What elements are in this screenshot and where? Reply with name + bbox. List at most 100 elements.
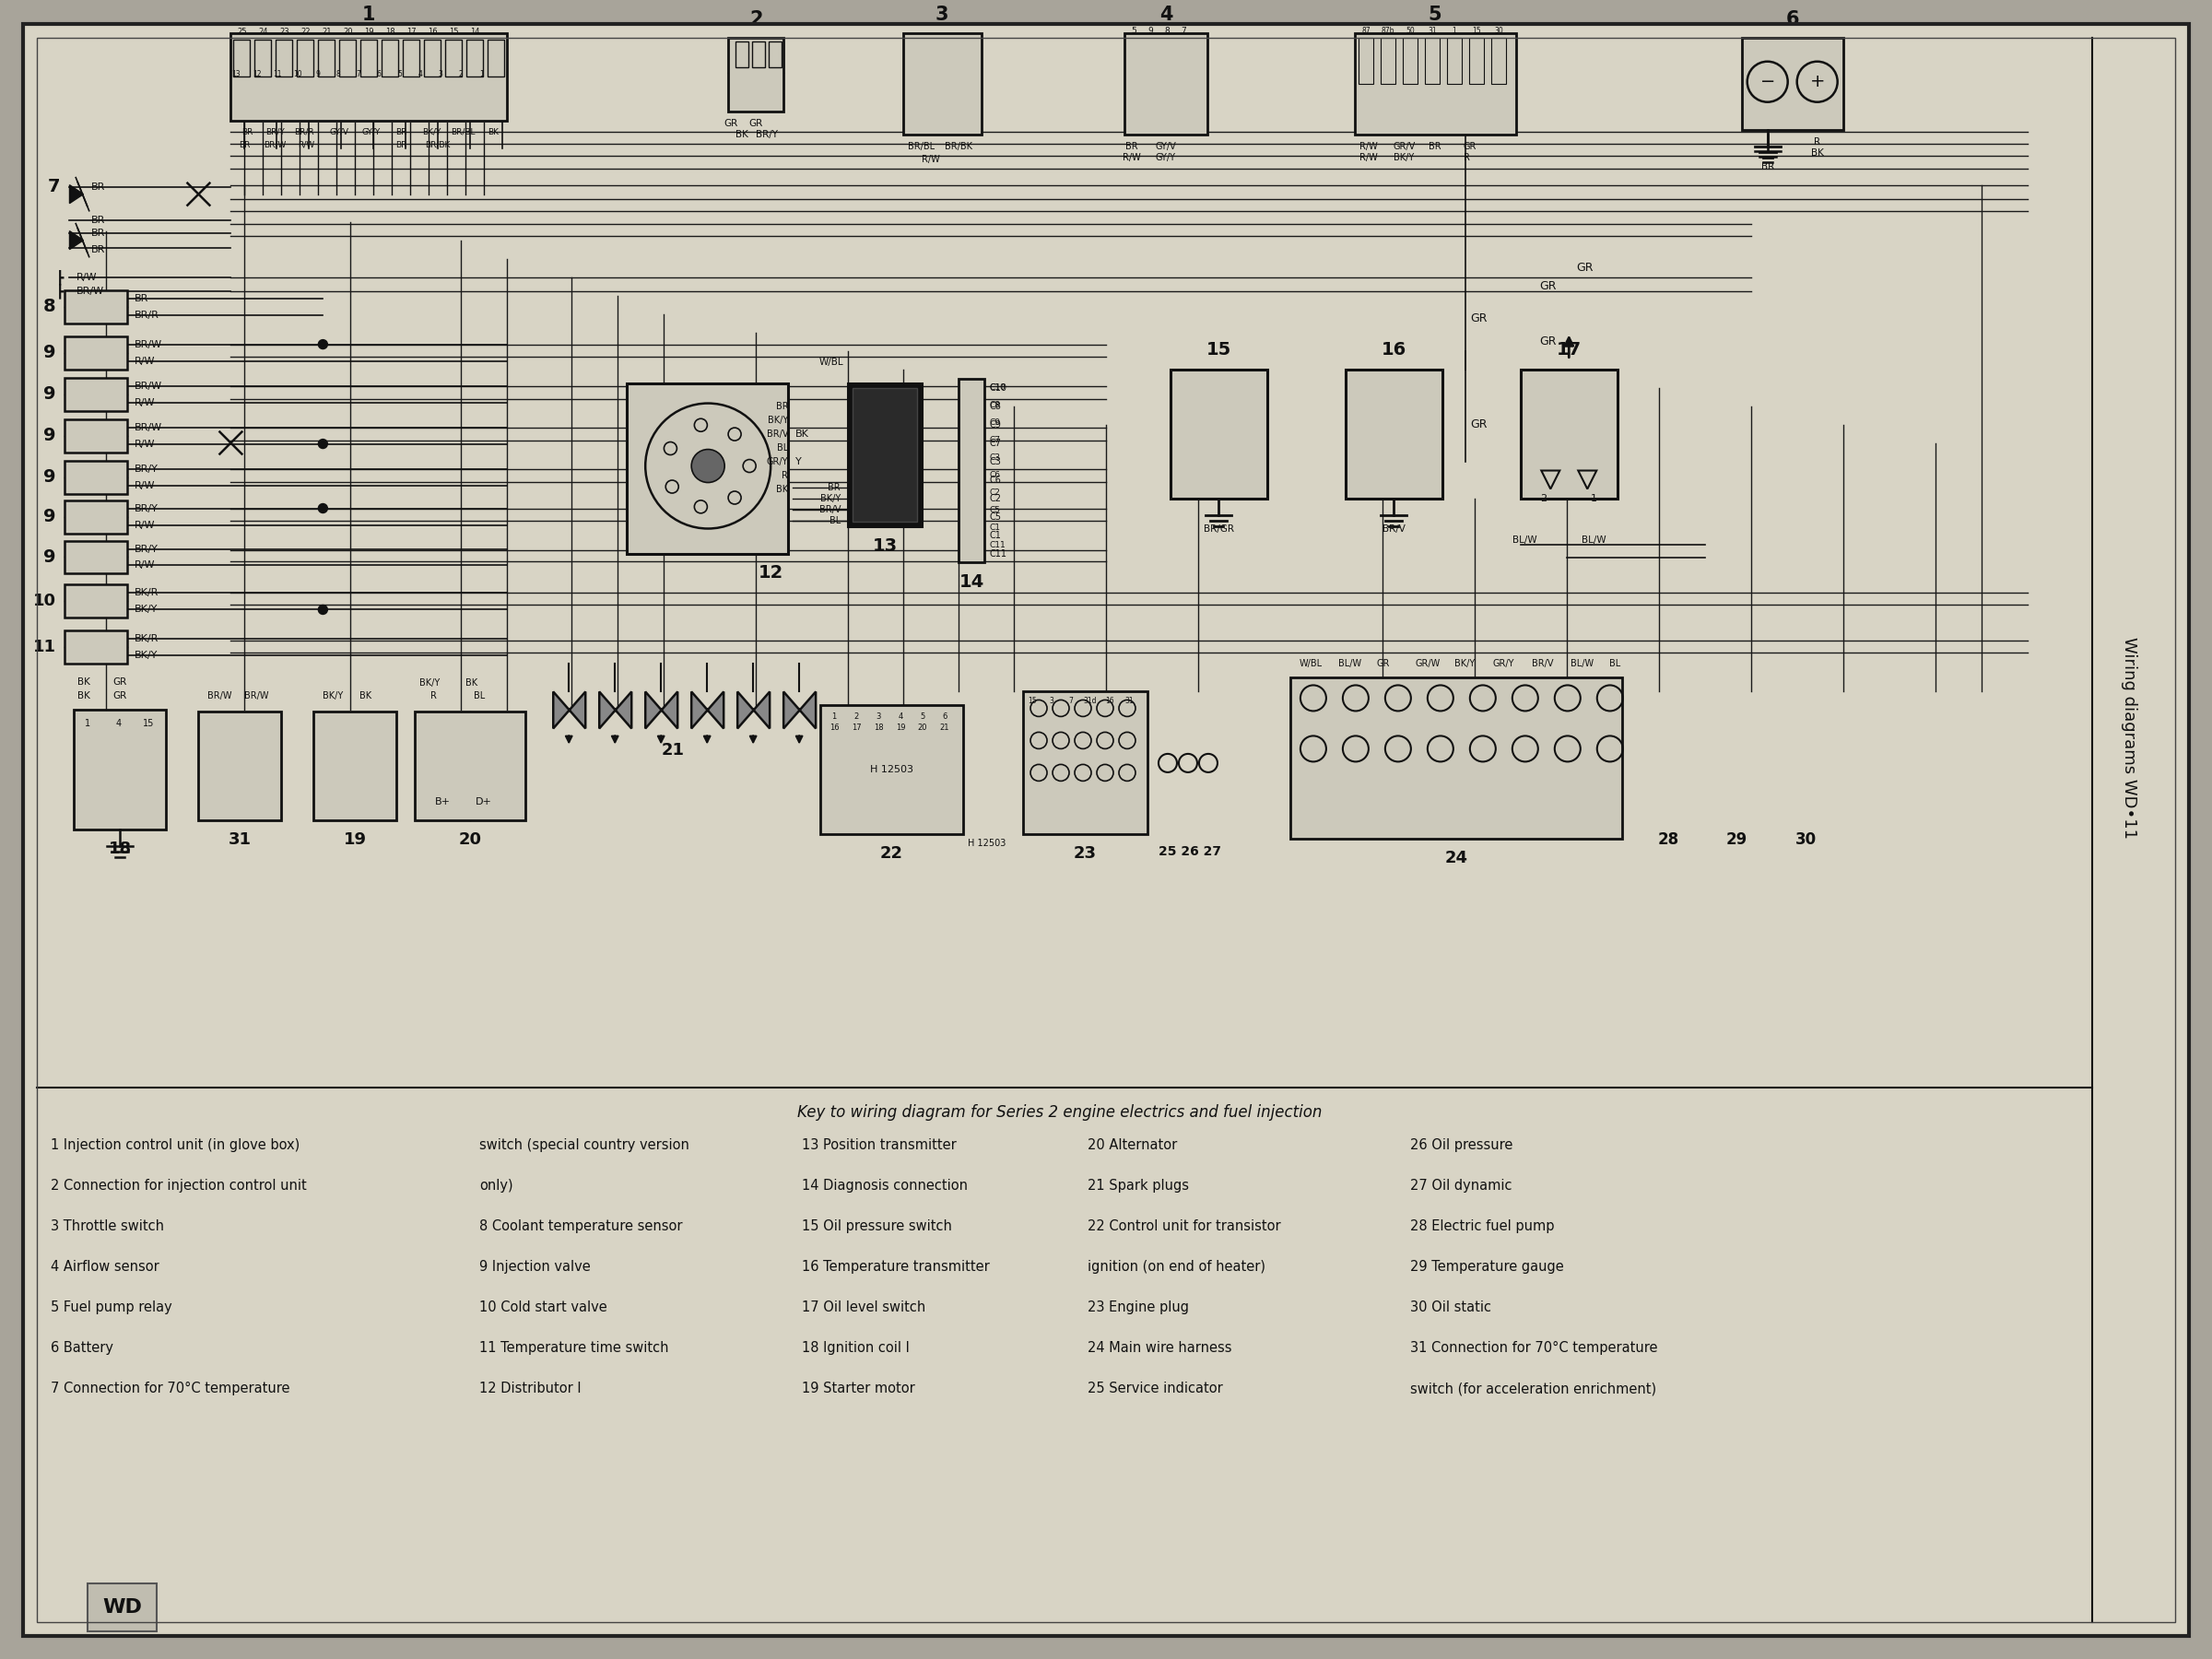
Text: 24: 24 xyxy=(259,28,268,36)
Text: BR: BR xyxy=(776,401,787,411)
Text: 1: 1 xyxy=(1451,27,1455,35)
Polygon shape xyxy=(646,692,677,728)
Text: 4: 4 xyxy=(115,720,122,728)
Text: 18: 18 xyxy=(385,28,396,36)
Text: 19: 19 xyxy=(343,831,367,848)
Text: 31: 31 xyxy=(1427,27,1436,35)
Text: BR: BR xyxy=(239,141,250,149)
Text: BL: BL xyxy=(1608,659,1621,669)
Text: C9: C9 xyxy=(989,418,1000,426)
Text: 8: 8 xyxy=(1164,27,1170,35)
Text: BR/W: BR/W xyxy=(135,382,161,390)
Text: BK: BK xyxy=(77,692,91,700)
Text: BR: BR xyxy=(91,216,104,224)
Text: BR: BR xyxy=(135,294,148,304)
Text: BR: BR xyxy=(91,229,104,237)
Text: 31 Connection for 70°C temperature: 31 Connection for 70°C temperature xyxy=(1409,1340,1657,1355)
Text: BR/W: BR/W xyxy=(263,141,285,149)
Bar xyxy=(752,41,765,66)
Text: 15: 15 xyxy=(144,720,155,728)
Text: 7: 7 xyxy=(49,178,60,196)
Text: 13: 13 xyxy=(872,538,898,554)
Text: C2: C2 xyxy=(989,488,1000,496)
Text: 19 Starter motor: 19 Starter motor xyxy=(803,1382,916,1395)
Bar xyxy=(445,40,462,76)
Text: BR: BR xyxy=(1429,141,1440,151)
Text: W/BL: W/BL xyxy=(1298,659,1323,669)
Text: 15: 15 xyxy=(1029,697,1037,705)
Text: 16 Temperature transmitter: 16 Temperature transmitter xyxy=(803,1261,989,1274)
Text: BR/BL: BR/BL xyxy=(451,128,476,136)
Text: BK/Y: BK/Y xyxy=(420,679,440,688)
Text: R/W: R/W xyxy=(135,561,155,571)
Text: W/BL: W/BL xyxy=(818,357,843,367)
Text: 10 Cold start valve: 10 Cold start valve xyxy=(480,1301,608,1314)
Text: BK: BK xyxy=(77,679,91,687)
Text: BL/W: BL/W xyxy=(1338,659,1360,669)
Text: D+: D+ xyxy=(476,798,493,806)
Text: 20: 20 xyxy=(458,831,482,848)
Text: 1: 1 xyxy=(84,720,91,728)
Text: +: + xyxy=(1809,73,1825,91)
Bar xyxy=(1290,679,1621,839)
Text: 18: 18 xyxy=(874,723,883,732)
Text: BR: BR xyxy=(91,182,104,191)
Text: 21: 21 xyxy=(321,28,332,36)
Text: C6: C6 xyxy=(989,474,1000,484)
Text: BR/V: BR/V xyxy=(768,430,787,438)
Text: 6 Battery: 6 Battery xyxy=(51,1340,113,1355)
Bar xyxy=(234,40,250,76)
Text: 17: 17 xyxy=(1557,340,1582,358)
Text: GR: GR xyxy=(1471,312,1486,325)
Text: BK/Y: BK/Y xyxy=(1394,153,1413,163)
Bar xyxy=(1402,38,1418,83)
Text: 11: 11 xyxy=(272,70,281,78)
Text: BK: BK xyxy=(489,128,500,136)
Text: 31: 31 xyxy=(1124,697,1133,705)
Text: R/W: R/W xyxy=(135,357,155,365)
Polygon shape xyxy=(69,231,84,249)
Text: C8: C8 xyxy=(989,401,1000,410)
Text: BL: BL xyxy=(473,692,484,700)
Text: 26 Oil pressure: 26 Oil pressure xyxy=(1409,1138,1513,1153)
Bar xyxy=(958,378,984,562)
Text: BR: BR xyxy=(827,483,841,491)
Bar xyxy=(1345,370,1442,498)
Text: 15: 15 xyxy=(1206,340,1232,358)
Bar xyxy=(403,40,420,76)
Text: GY/V: GY/V xyxy=(330,128,349,136)
Bar xyxy=(1358,38,1374,83)
Text: BK: BK xyxy=(467,679,478,688)
Text: 3 Throttle switch: 3 Throttle switch xyxy=(51,1219,164,1233)
Circle shape xyxy=(692,450,726,483)
Text: 30 Oil static: 30 Oil static xyxy=(1409,1301,1491,1314)
Polygon shape xyxy=(553,692,586,728)
Text: BR/W: BR/W xyxy=(75,287,104,295)
Text: R/W: R/W xyxy=(299,141,314,149)
Text: GR: GR xyxy=(1376,659,1389,669)
Text: 30: 30 xyxy=(1796,831,1816,848)
Bar xyxy=(1425,38,1440,83)
Bar xyxy=(416,712,526,821)
Bar xyxy=(737,41,748,66)
Bar xyxy=(1354,33,1515,134)
Text: switch (special country version: switch (special country version xyxy=(480,1138,690,1153)
Text: 2: 2 xyxy=(1540,494,1546,503)
Text: ┣: ┣ xyxy=(58,269,64,285)
Bar xyxy=(383,40,398,76)
Text: 5: 5 xyxy=(398,70,403,78)
Text: 11: 11 xyxy=(33,639,55,655)
Text: GR/V: GR/V xyxy=(1394,141,1416,151)
Text: 8 Coolant temperature sensor: 8 Coolant temperature sensor xyxy=(480,1219,684,1233)
Text: 87b: 87b xyxy=(1380,27,1394,35)
Text: 15: 15 xyxy=(449,28,458,36)
Text: GR/Y: GR/Y xyxy=(768,456,787,466)
Text: ignition (on end of heater): ignition (on end of heater) xyxy=(1088,1261,1265,1274)
Text: BR: BR xyxy=(91,246,104,254)
Text: 21 Spark plugs: 21 Spark plugs xyxy=(1088,1180,1190,1193)
Text: BR/BK: BR/BK xyxy=(945,141,973,151)
Text: 22 Control unit for transistor: 22 Control unit for transistor xyxy=(1088,1219,1281,1233)
Text: 1: 1 xyxy=(363,5,376,23)
Text: C6: C6 xyxy=(989,471,1000,479)
Text: ┣: ┣ xyxy=(58,284,64,299)
